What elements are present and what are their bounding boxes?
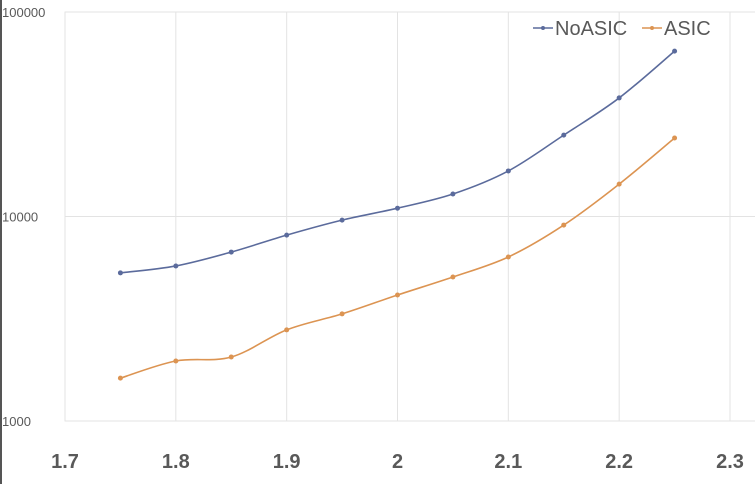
data-point-asic (505, 254, 511, 260)
data-point-noasic (672, 48, 678, 54)
legend-label-noasic: NoASIC (555, 18, 627, 40)
x-tick-label: 2 (392, 451, 403, 473)
data-point-asic (561, 222, 567, 228)
data-point-asic (339, 311, 345, 317)
x-tick-label: 1.9 (273, 451, 301, 473)
x-tick-label: 2.3 (716, 451, 744, 473)
legend-label-asic: ASIC (664, 18, 711, 40)
data-point-asic (450, 274, 456, 280)
data-point-asic (672, 135, 678, 141)
y-tick-label: 1000 (2, 414, 31, 429)
legend-marker-noasic (541, 26, 545, 30)
data-point-asic (173, 358, 179, 364)
data-point-noasic (339, 217, 345, 223)
y-tick-label: 10000 (2, 210, 38, 225)
data-point-asic (395, 292, 400, 298)
data-point-noasic (284, 232, 290, 238)
legend-marker-asic (650, 26, 654, 30)
data-point-noasic (117, 270, 123, 276)
data-point-noasic (228, 249, 234, 255)
data-point-noasic (561, 132, 567, 138)
data-point-noasic (505, 168, 511, 174)
data-point-asic (284, 327, 290, 333)
data-point-asic (616, 181, 622, 187)
data-point-asic (117, 375, 123, 381)
data-point-noasic (450, 191, 456, 197)
data-point-noasic (395, 205, 400, 211)
data-point-noasic (173, 263, 179, 269)
data-point-asic (228, 354, 234, 360)
x-tick-label: 1.7 (51, 451, 79, 473)
x-tick-label: 1.8 (162, 451, 190, 473)
data-point-noasic (616, 95, 622, 101)
x-tick-label: 2.2 (605, 451, 633, 473)
x-tick-label: 2.1 (494, 451, 522, 473)
series-line-asic (120, 137, 676, 379)
series-line-noasic (120, 50, 676, 274)
y-tick-label: 100000 (2, 5, 45, 20)
